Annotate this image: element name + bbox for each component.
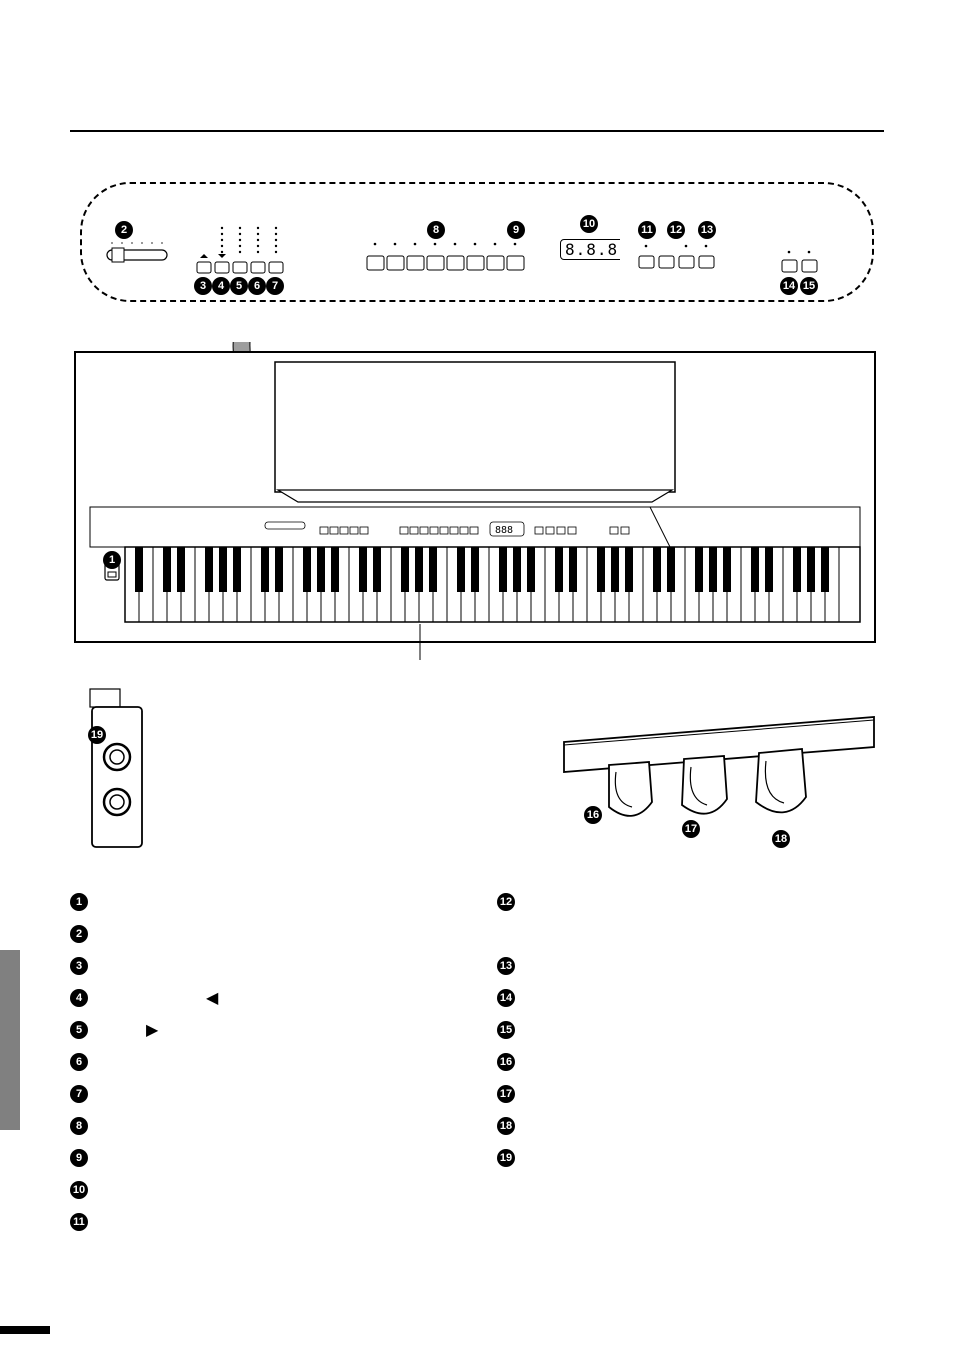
legend-row: 18 xyxy=(497,1116,884,1136)
legend-num: 11 xyxy=(70,1213,88,1231)
legend-row: 19 xyxy=(497,1148,884,1168)
legend-row: 13 xyxy=(497,956,884,976)
legend-row: 3 xyxy=(70,956,457,976)
jack-panel: 19 xyxy=(70,687,170,872)
callout-1: 1 xyxy=(103,551,121,569)
legend-col-left: 1 2 3 4◀ 5▶ 6 7 8 9 10 11 xyxy=(70,892,457,1244)
svg-text:888: 888 xyxy=(495,525,513,536)
legend-row: 14 xyxy=(497,988,884,1008)
callout-2: 2 xyxy=(115,221,133,239)
legend-num: 5 xyxy=(70,1021,88,1039)
legend-num: 10 xyxy=(70,1181,88,1199)
legend-row: 2 xyxy=(70,924,457,944)
legend-num: 9 xyxy=(70,1149,88,1167)
callout-13: 13 xyxy=(698,221,716,239)
legend-num: 19 xyxy=(497,1149,515,1167)
page-number xyxy=(0,1326,50,1334)
callout-16: 16 xyxy=(584,806,602,824)
callout-5: 5 xyxy=(230,277,248,295)
callout-18: 18 xyxy=(772,830,790,848)
legend-num: 12 xyxy=(497,893,515,911)
legend-row: 8 xyxy=(70,1116,457,1136)
callout-7: 7 xyxy=(266,277,284,295)
legend-num: 3 xyxy=(70,957,88,975)
btn-group-mid xyxy=(367,243,524,270)
side-tab xyxy=(0,950,20,1130)
legend-row: 17 xyxy=(497,1084,884,1104)
legend-row: 12 xyxy=(497,892,884,912)
legend-row: 6 xyxy=(70,1052,457,1072)
legend-row: 1 xyxy=(70,892,457,912)
control-panel-detail: 2 3 4 5 6 xyxy=(80,182,874,302)
triangle-right-icon: ▶ xyxy=(146,1020,158,1040)
legend-row: 5▶ xyxy=(70,1020,457,1040)
callout-3: 3 xyxy=(194,277,212,295)
legend-num: 15 xyxy=(497,1021,515,1039)
legend-num: 6 xyxy=(70,1053,88,1071)
callout-10: 10 xyxy=(580,215,598,233)
callout-15: 15 xyxy=(800,277,818,295)
legend-num: 4 xyxy=(70,989,88,1007)
legend-num: 17 xyxy=(497,1085,515,1103)
legend-row: 7 xyxy=(70,1084,457,1104)
callout-17: 17 xyxy=(682,820,700,838)
legend: 1 2 3 4◀ 5▶ 6 7 8 9 10 11 12 13 14 15 16… xyxy=(70,892,884,1244)
callout-12: 12 xyxy=(667,221,685,239)
callout-19: 19 xyxy=(88,726,106,744)
legend-row: 4◀ xyxy=(70,988,457,1008)
legend-row: 10 xyxy=(70,1180,457,1200)
legend-row: 9 xyxy=(70,1148,457,1168)
legend-row: 15 xyxy=(497,1020,884,1040)
keyboard-illustration: 888 1 xyxy=(70,342,884,667)
pedal-unit: 16 17 18 xyxy=(554,687,884,872)
header-rule xyxy=(70,130,884,132)
legend-num: 14 xyxy=(497,989,515,1007)
legend-num: 16 xyxy=(497,1053,515,1071)
btn-group-left xyxy=(197,227,283,273)
btn-group-right xyxy=(639,245,714,268)
callout-8: 8 xyxy=(427,221,445,239)
legend-num: 7 xyxy=(70,1085,88,1103)
callout-4: 4 xyxy=(212,277,230,295)
volume-slider xyxy=(107,242,167,262)
callout-11: 11 xyxy=(638,221,656,239)
piano-keys xyxy=(125,547,860,622)
legend-num: 1 xyxy=(70,893,88,911)
legend-row: 11 xyxy=(70,1212,457,1232)
legend-row xyxy=(497,924,884,944)
legend-num: 18 xyxy=(497,1117,515,1135)
callout-9: 9 xyxy=(507,221,525,239)
callout-6: 6 xyxy=(248,277,266,295)
legend-num: 13 xyxy=(497,957,515,975)
legend-num: 8 xyxy=(70,1117,88,1135)
legend-row: 16 xyxy=(497,1052,884,1072)
triangle-left-icon: ◀ xyxy=(206,988,218,1008)
callout-14: 14 xyxy=(780,277,798,295)
led-display: 8.8.8. xyxy=(560,239,620,260)
legend-col-right: 12 13 14 15 16 17 18 19 xyxy=(497,892,884,1244)
btn-group-far xyxy=(782,251,817,272)
legend-num: 2 xyxy=(70,925,88,943)
